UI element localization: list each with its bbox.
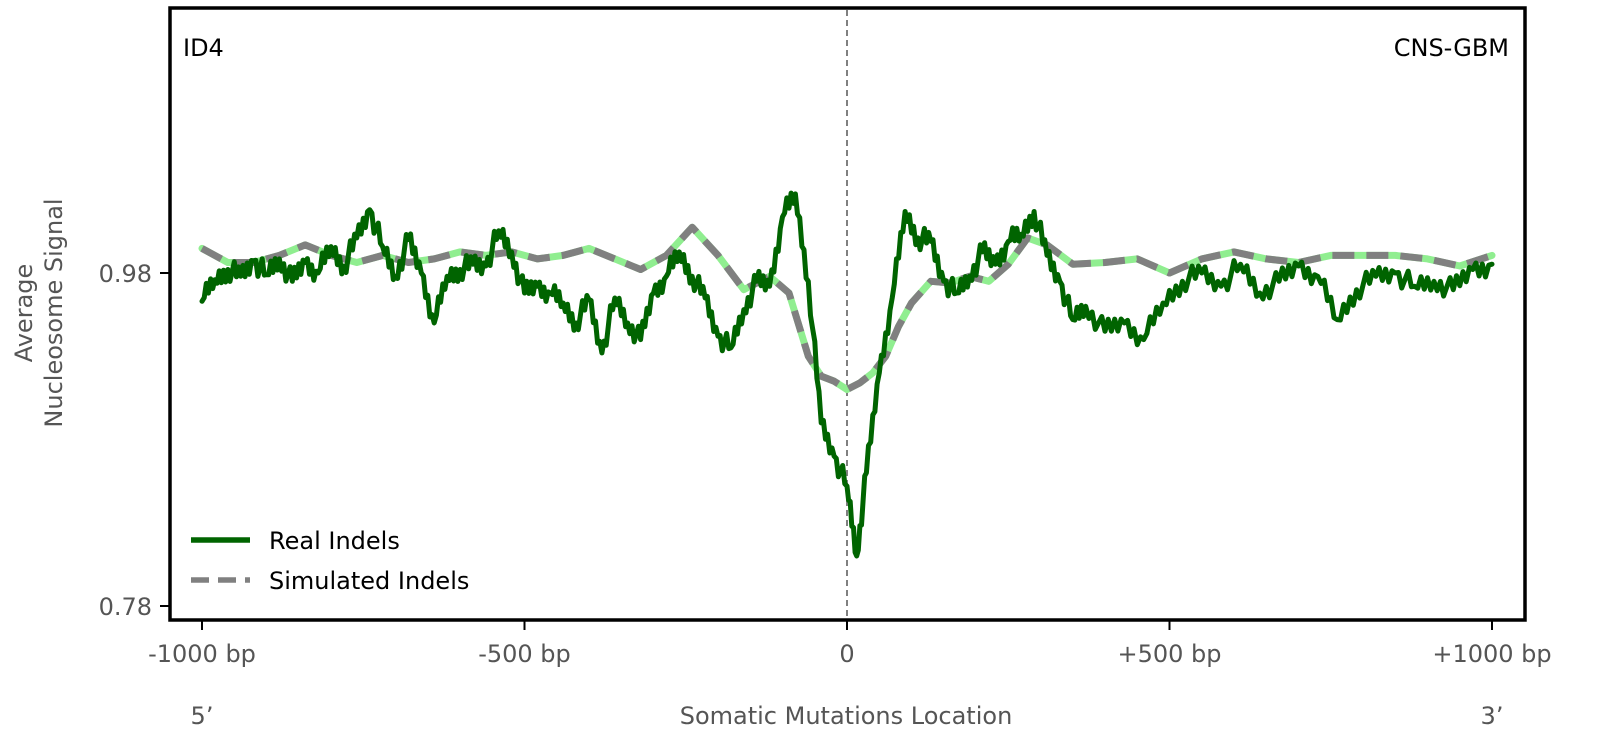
x-tick-label: -500 bp xyxy=(478,640,571,668)
x-tick-label: -1000 bp xyxy=(148,640,256,668)
x-tick-label: +1000 bp xyxy=(1432,640,1551,668)
corner-label-left: ID4 xyxy=(183,34,224,62)
plot-content xyxy=(198,10,1496,618)
strand-label-5-prime: 5’ xyxy=(191,702,214,730)
strand-label-3-prime: 3’ xyxy=(1481,702,1504,730)
x-tick-label: 0 xyxy=(839,640,854,668)
y-axis: 0.78 0.98 xyxy=(99,260,170,621)
x-axis: -1000 bp -500 bp 0 +500 bp +1000 bp xyxy=(148,620,1552,668)
x-axis-title: Somatic Mutations Location xyxy=(680,702,1013,730)
series-line-simulated-indels xyxy=(200,223,1494,393)
y-tick-label: 0.98 xyxy=(99,260,152,288)
legend-label-real-indels: Real Indels xyxy=(269,527,400,555)
x-tick-label: +500 bp xyxy=(1117,640,1221,668)
y-axis-title-line-1: Average xyxy=(10,264,38,363)
y-axis-title-line-2: Nucleosome Signal xyxy=(40,198,68,427)
series-line-real-indels xyxy=(199,190,1495,559)
corner-label-right: CNS-GBM xyxy=(1394,34,1509,62)
legend-label-simulated-indels: Simulated Indels xyxy=(269,567,469,595)
legend: Real Indels Simulated Indels xyxy=(191,527,469,595)
y-tick-label: 0.78 xyxy=(99,593,152,621)
